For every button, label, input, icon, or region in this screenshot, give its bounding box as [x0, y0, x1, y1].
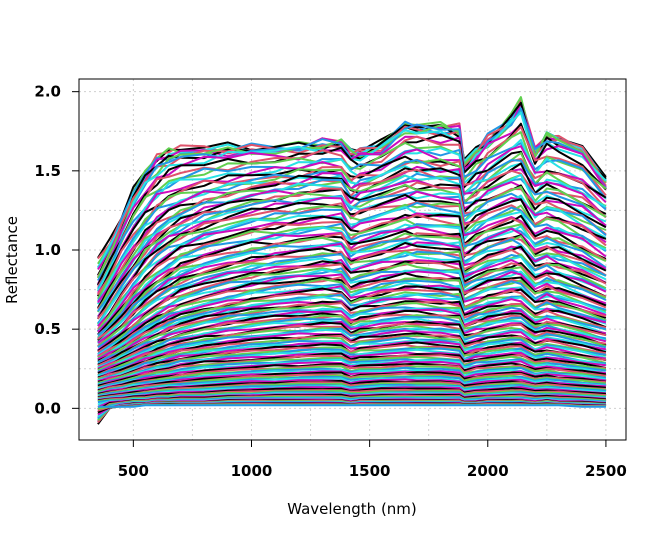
series-line: [97, 226, 607, 340]
series-line: [97, 205, 607, 336]
y-tick-label: 1.5: [34, 162, 61, 180]
series-line: [97, 309, 607, 371]
series-line: [97, 293, 607, 365]
series-line: [97, 192, 607, 327]
series-line: [97, 214, 607, 336]
series-line: [97, 277, 607, 359]
series-line: [97, 372, 606, 396]
series-line: [97, 285, 607, 362]
x-tick-label: 2000: [467, 462, 509, 480]
x-axis-title: Wavelength (nm): [287, 500, 417, 518]
y-tick-label: 0.5: [34, 320, 61, 338]
series-line: [97, 212, 607, 333]
series-line: [97, 165, 607, 304]
series-line: [97, 158, 607, 295]
series-line: [97, 281, 607, 361]
plot-frame: [78, 78, 627, 441]
series-line: [97, 260, 607, 352]
x-tick-label: 1000: [231, 462, 273, 480]
series-line: [97, 172, 607, 312]
series-line: [97, 268, 607, 356]
series-line: [97, 213, 607, 336]
series-line: [96, 111, 607, 286]
series-line: [97, 252, 607, 352]
y-tick-label: 1.0: [34, 241, 61, 259]
series-line: [97, 270, 607, 357]
series-line: [97, 138, 607, 292]
y-axis: 0.0 0.5 1.0 1.5 2.0: [34, 83, 79, 417]
series-line: [97, 223, 607, 340]
x-tick-label: 2500: [585, 462, 627, 480]
series-line: [96, 122, 607, 286]
series-layer: [96, 96, 607, 425]
series-line: [97, 353, 606, 389]
series-line: [97, 142, 607, 290]
series-line: [97, 159, 607, 302]
series-line: [97, 404, 606, 408]
x-tick-label: 500: [118, 462, 149, 480]
series-line: [97, 183, 607, 320]
x-axis: 500 1000 1500 2000 2500: [118, 440, 627, 480]
series-line: [97, 232, 607, 344]
y-axis-title: Reflectance: [3, 216, 21, 304]
series-line: [97, 317, 607, 374]
y-tick-label: 2.0: [34, 83, 61, 101]
series-line: [97, 262, 607, 356]
y-tick-label: 0.0: [34, 399, 61, 417]
series-line: [97, 272, 607, 359]
series-line: [97, 386, 606, 401]
x-tick-label: 1500: [349, 462, 391, 480]
